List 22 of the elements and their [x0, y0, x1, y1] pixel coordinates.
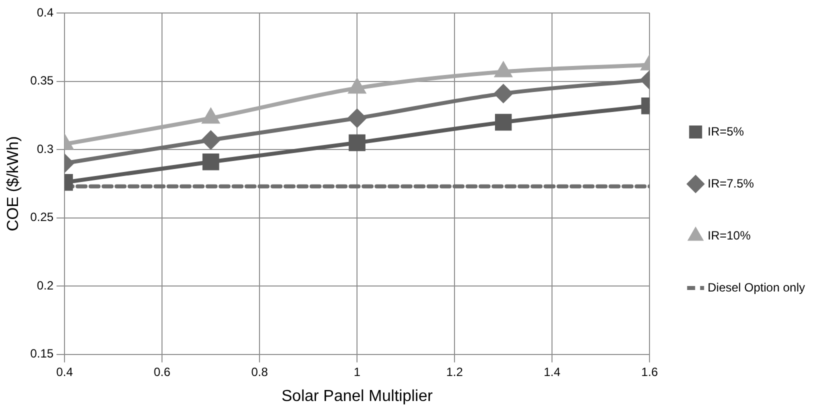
legend-label: Diesel Option only: [708, 280, 806, 294]
y-tick-label: 0.15: [30, 346, 54, 361]
point: [349, 79, 366, 94]
y-tick-label: 0.35: [30, 74, 54, 88]
y-tick-label: 0.25: [30, 210, 54, 224]
legend-label: IR=10%: [708, 228, 751, 242]
y-tick-label: 0.4: [36, 5, 54, 20]
x-tick-label: 1.2: [446, 364, 464, 379]
x-tick-label: 1.6: [641, 364, 658, 379]
x-tick-label: 0.8: [251, 364, 268, 379]
legend-label: IR=7.5%: [708, 176, 754, 190]
point: [348, 109, 366, 128]
y-tick-label: 0.3: [36, 142, 54, 156]
x-tick-label: 0.4: [56, 364, 74, 379]
x-axis-title: Solar Panel Multiplier: [281, 388, 434, 405]
x-tick-label: 1.4: [544, 364, 561, 379]
x-tick-label: 1: [354, 364, 361, 379]
y-axis-title: COE ($/kWh): [5, 136, 22, 232]
legend-label: IR=5%: [708, 124, 744, 138]
x-tick-label: 0.6: [154, 364, 171, 379]
point: [348, 134, 366, 152]
y-tick-label: 0.2: [36, 278, 54, 292]
